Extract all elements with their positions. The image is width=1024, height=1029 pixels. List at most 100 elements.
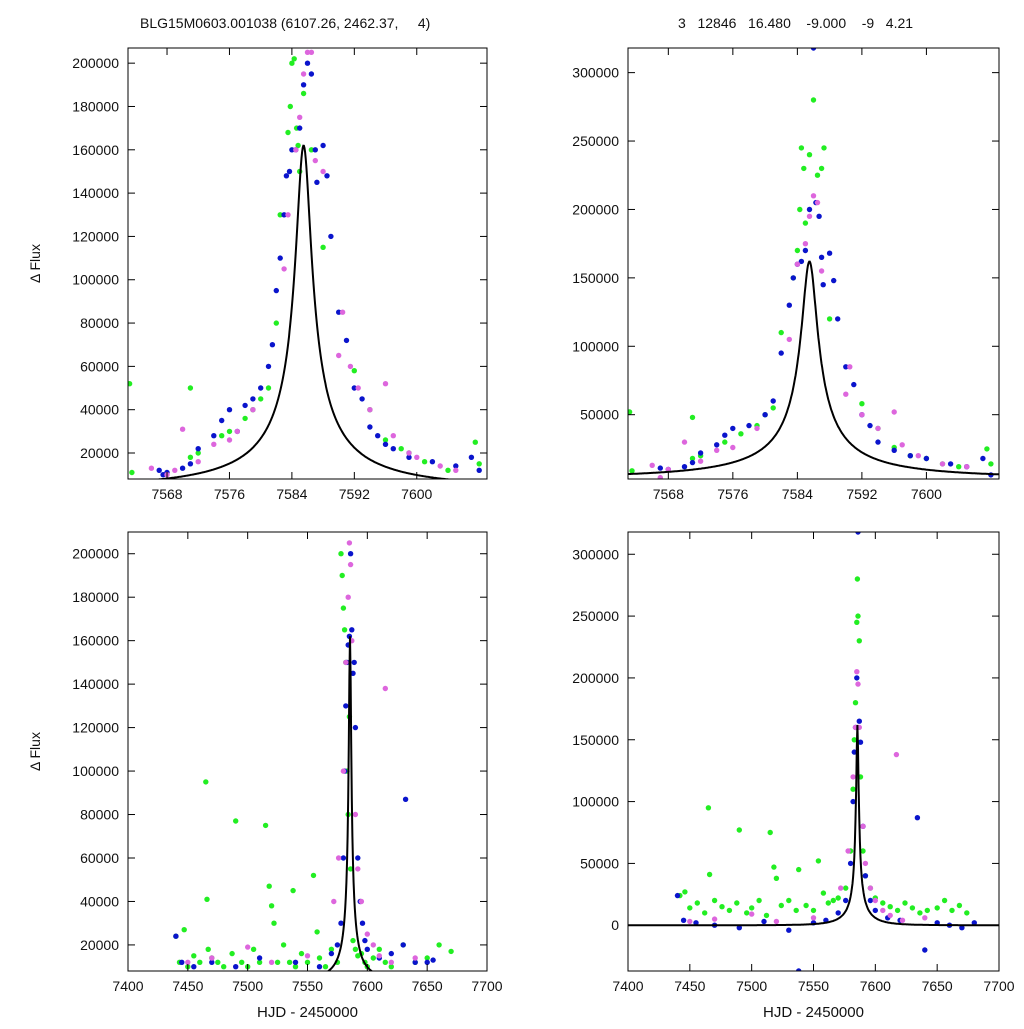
data-point (851, 749, 857, 755)
data-point (736, 827, 742, 833)
data-point (867, 422, 873, 429)
y-tick-label: 140000 (72, 676, 119, 692)
data-point (956, 902, 963, 909)
data-point (875, 439, 881, 445)
data-point (268, 903, 275, 909)
data-point (730, 425, 736, 432)
data-point (382, 441, 389, 447)
data-point (351, 385, 357, 391)
data-point (767, 829, 773, 836)
data-point (902, 900, 908, 906)
data-point (852, 700, 859, 706)
data-point (763, 912, 770, 919)
data-point (468, 454, 475, 460)
data-point (830, 897, 836, 904)
data-point (801, 165, 807, 172)
data-point (273, 320, 279, 326)
data-point (358, 898, 365, 905)
data-point (382, 685, 388, 692)
data-point (854, 576, 861, 582)
y-tick-label: 60000 (80, 358, 119, 374)
data-point (851, 381, 857, 388)
data-point (362, 937, 368, 944)
data-point (328, 950, 335, 957)
data-point (242, 415, 248, 422)
data-point (814, 172, 821, 178)
series-1-points (628, 97, 994, 474)
data-point (388, 959, 394, 965)
data-point (867, 885, 874, 891)
data-point (233, 964, 239, 970)
y-axis-label: Δ Flux (27, 732, 43, 771)
y-tick-label: 300000 (572, 65, 619, 81)
data-point (862, 873, 869, 879)
data-point (857, 739, 864, 745)
data-point (233, 818, 239, 824)
data-point (187, 454, 194, 460)
data-point (984, 446, 990, 452)
data-point (334, 942, 341, 948)
x-tick-label: 7600 (352, 978, 383, 994)
data-point (359, 920, 366, 926)
y-tick-label: 180000 (72, 589, 119, 605)
data-point (343, 703, 349, 709)
data-point (628, 409, 633, 415)
data-point (349, 627, 355, 633)
data-point (343, 337, 350, 344)
data-point (388, 950, 394, 957)
y-tick-label: 100000 (72, 763, 119, 779)
data-point (770, 405, 776, 411)
data-point (300, 90, 307, 97)
data-point (203, 779, 209, 785)
data-point (476, 461, 482, 467)
data-point (816, 213, 822, 219)
data-point (746, 422, 752, 429)
data-point (820, 282, 826, 288)
data-point (689, 455, 696, 462)
data-point (314, 179, 320, 185)
data-point (219, 433, 225, 439)
data-point (355, 385, 361, 391)
data-point (250, 407, 256, 413)
data-point (722, 432, 728, 438)
data-point (310, 872, 317, 879)
data-point (453, 467, 459, 473)
data-point (211, 433, 217, 439)
data-point (215, 959, 221, 965)
data-point (390, 446, 396, 452)
x-tick-label: 7568 (151, 486, 182, 502)
x-tick-label: 7450 (674, 978, 705, 994)
data-point (880, 907, 886, 914)
data-point (821, 145, 827, 151)
data-point (265, 363, 272, 370)
data-point (271, 920, 277, 926)
data-point (831, 277, 837, 284)
data-point (314, 929, 320, 935)
data-point (400, 942, 406, 948)
data-point (872, 897, 878, 904)
data-point (256, 959, 263, 965)
data-point (702, 910, 708, 916)
data-point (949, 907, 955, 914)
data-point (914, 815, 921, 821)
series-2-points (657, 48, 994, 478)
model-curve (628, 724, 999, 927)
data-point (328, 946, 335, 952)
y-tick-label: 40000 (80, 893, 119, 909)
data-point (429, 459, 436, 465)
data-point (312, 147, 318, 153)
data-point (339, 572, 345, 579)
y-tick-label: 150000 (572, 732, 619, 748)
data-point (909, 905, 916, 911)
data-point (880, 900, 886, 906)
data-point (899, 442, 905, 448)
data-point (406, 454, 412, 460)
data-point (195, 450, 201, 456)
data-point (826, 250, 833, 256)
data-point (810, 48, 817, 51)
data-point (845, 848, 851, 854)
data-point (714, 447, 720, 453)
data-point (341, 627, 348, 633)
data-point (390, 433, 396, 439)
